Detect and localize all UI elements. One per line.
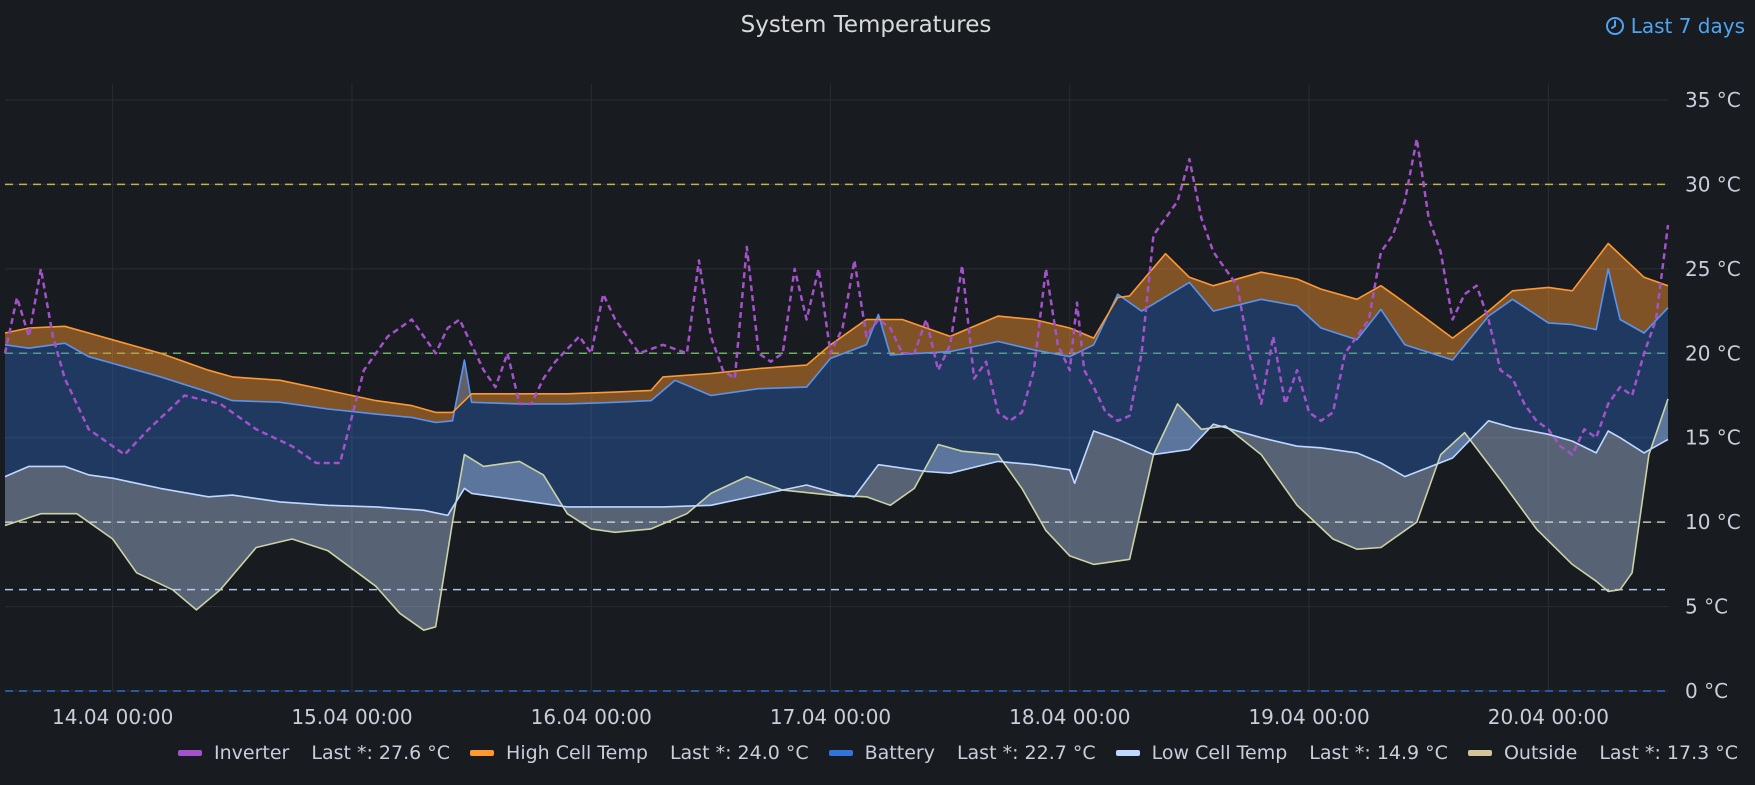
panel-title: System Temperatures <box>740 12 992 38</box>
temperature-chart: 0 °C 5 °C 10 °C 15 °C 20 °C 25 °C 30 °C 35 °C 14… <box>3 84 1741 729</box>
legend-item-low-cell-temp[interactable]: Low Cell Temp Last *: 14.9 °C <box>1115 742 1448 764</box>
y-tick-label: 0 °C <box>1685 679 1728 703</box>
legend-item-battery[interactable]: Battery Last *: 22.7 °C <box>828 742 1096 764</box>
legend-label-battery: Battery <box>864 742 935 764</box>
y-tick-label: 30 °C <box>1685 172 1741 196</box>
x-tick-label: 18.04 00:00 <box>1009 705 1130 729</box>
legend-swatch-battery <box>828 750 853 756</box>
y-tick-label: 20 °C <box>1685 341 1741 365</box>
legend-last-low-cell-temp: Last *: 14.9 °C <box>1309 742 1448 764</box>
band-battery-low-cell <box>5 268 1668 516</box>
y-tick-label: 15 °C <box>1685 426 1741 450</box>
legend-label-high-cell-temp: High Cell Temp <box>506 742 648 764</box>
x-tick-label: 15.04 00:00 <box>291 705 412 729</box>
legend-label-low-cell-temp: Low Cell Temp <box>1151 742 1288 764</box>
legend-swatch-high-cell-temp <box>470 750 495 756</box>
legend-swatch-outside <box>1467 750 1492 756</box>
x-tick-label: 16.04 00:00 <box>531 705 652 729</box>
clock-icon <box>1605 17 1624 35</box>
y-tick-label: 5 °C <box>1685 595 1728 619</box>
legend: Inverter Last *: 27.6 °C High Cell Temp … <box>0 742 1738 764</box>
legend-item-inverter[interactable]: Inverter Last *: 27.6 °C <box>178 742 450 764</box>
series-line-high-cell-temp <box>4 242 1669 414</box>
time-range-label: Last 7 days <box>1630 14 1745 38</box>
series-line-inverter <box>3 137 1670 465</box>
time-range-button[interactable]: Last 7 days <box>1605 14 1745 38</box>
legend-last-outside: Last *: 17.3 °C <box>1599 742 1738 764</box>
y-tick-label: 35 °C <box>1685 88 1741 112</box>
legend-label-outside: Outside <box>1503 742 1578 764</box>
legend-swatch-inverter <box>178 750 203 756</box>
band-low-cell-outside <box>5 398 1668 631</box>
legend-last-inverter: Last *: 27.6 °C <box>311 742 451 764</box>
legend-last-battery: Last *: 22.7 °C <box>956 742 1096 764</box>
y-tick-label: 10 °C <box>1685 510 1741 534</box>
legend-item-high-cell-temp[interactable]: High Cell Temp Last *: 24.0 °C <box>470 742 809 764</box>
x-tick-label: 20.04 00:00 <box>1488 705 1609 729</box>
x-tick-label: 17.04 00:00 <box>770 705 891 729</box>
series-line-battery <box>4 268 1669 424</box>
legend-swatch-low-cell-temp <box>1115 750 1140 756</box>
legend-last-high-cell-temp: Last *: 24.0 °C <box>669 742 809 764</box>
series-line-low-cell-temp <box>4 419 1669 517</box>
band-high-cell-battery <box>5 243 1668 423</box>
x-tick-label: 14.04 00:00 <box>52 705 173 729</box>
legend-item-outside[interactable]: Outside Last *: 17.3 °C <box>1467 742 1738 764</box>
series-line-outside <box>4 398 1669 632</box>
legend-label-inverter: Inverter <box>214 742 290 764</box>
y-tick-label: 25 °C <box>1685 257 1741 281</box>
x-tick-label: 19.04 00:00 <box>1248 705 1369 729</box>
